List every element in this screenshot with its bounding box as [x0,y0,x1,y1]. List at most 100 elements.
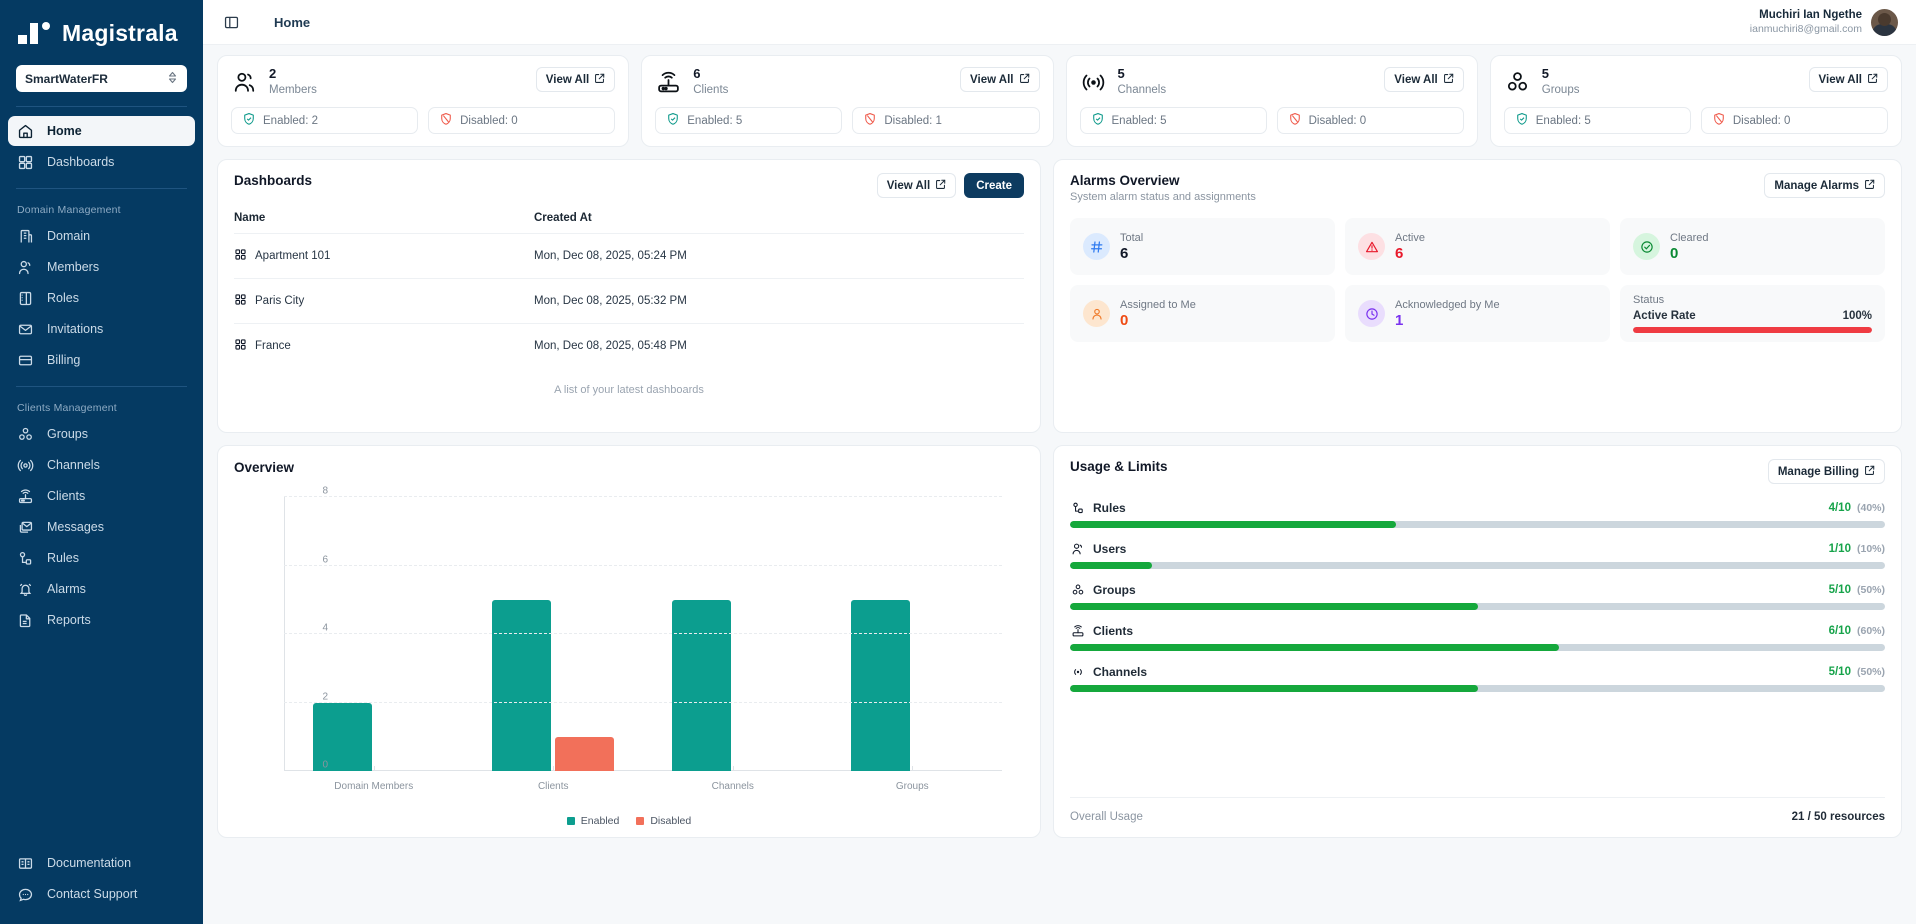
alarms-overview-panel: Alarms Overview System alarm status and … [1053,159,1902,434]
sidebar-item-channels[interactable]: Channels [8,450,195,480]
stat-text: 2 Members [269,66,317,96]
view-all-button[interactable]: View All [1808,67,1888,92]
shield-ban-icon [439,112,453,129]
sidebar-item-reports[interactable]: Reports [8,605,195,635]
disabled-label: Disabled: 1 [884,114,942,127]
rules-icon [17,550,34,567]
sidebar-item-home[interactable]: Home [8,116,195,146]
stat-label: Channels [1117,84,1167,97]
report-icon [17,612,34,629]
external-link-icon [1864,465,1875,479]
chart-bar[interactable] [555,737,615,772]
panel-title: Usage & Limits [1070,459,1168,475]
sidebar-item-domain[interactable]: Domain [8,221,195,251]
view-all-button[interactable]: View All [876,173,957,199]
alarm-label: Cleared [1670,231,1709,244]
sidebar-item-label: Alarms [47,582,86,596]
sidebar-item-documentation[interactable]: Documentation [8,848,195,878]
disabled-pill: Disabled: 1 [852,107,1040,135]
sidebar-item-alarms[interactable]: Alarms [8,574,195,604]
avatar[interactable] [1871,8,1898,36]
chart-bar[interactable] [671,600,731,772]
groups-icon [17,426,34,443]
create-dashboard-button[interactable]: Create [964,173,1024,199]
sidebar-item-messages[interactable]: Messages [8,512,195,542]
disabled-pill: Disabled: 0 [428,107,616,135]
sidebar-item-invitations[interactable]: Invitations [8,314,195,344]
sidebar-item-billing[interactable]: Billing [8,345,195,375]
usage-percent: (40%) [1856,501,1885,514]
table-footer-note: A list of your latest dashboards [554,384,704,397]
usage-row-users: Users 1/10 (10%) [1070,541,1885,570]
usage-progress-track [1070,603,1885,611]
alarm-boxes: Total 6 Active 6 [1054,203,1901,343]
panel-title: Overview [234,460,295,476]
warning-triangle-icon [1358,233,1385,261]
table-row[interactable]: France Mon, Dec 08, 2025, 05:48 PM [234,323,1024,368]
table-row[interactable]: Apartment 101 Mon, Dec 08, 2025, 05:24 P… [234,233,1024,278]
dashboards-icon [234,293,247,309]
sidebar-item-dashboards[interactable]: Dashboards [8,147,195,177]
view-all-button[interactable]: View All [1384,67,1464,92]
sidebar-item-label: Billing [47,353,81,367]
sidebar-item-label: Groups [47,427,88,441]
sidebar-spacer [0,636,203,847]
usage-row-top: Clients 6/10 (60%) [1070,623,1885,638]
groups-icon [1070,582,1085,597]
usage-values: 5/10 (50%) [1829,666,1885,678]
chart-gridline [284,633,1002,635]
usage-progress-track [1070,562,1885,570]
overview-chart-panel: Overview Domain Members Clients Channels Gr… [217,445,1041,839]
sidebar-item-roles[interactable]: Roles [8,283,195,313]
sidebar-item-clients[interactable]: Clients [8,481,195,511]
topbar-user[interactable]: Muchiri Ian Ngethe ianmuchiri8@gmail.com [1750,8,1898,36]
usage-label: Rules [1093,500,1126,515]
alarm-value: 6 [1395,244,1404,262]
messages-icon [17,519,34,536]
rules-icon [1070,500,1085,515]
chart-bar[interactable] [851,600,911,772]
enabled-pill: Enabled: 2 [231,107,419,135]
status-label: Active Rate [1633,310,1696,323]
external-link-icon [1864,179,1875,193]
panel-toggle-icon[interactable] [221,12,241,32]
chart-legend-item[interactable]: Enabled [566,815,619,827]
chart-legend-item[interactable]: Disabled [636,815,691,827]
alarm-label: Assigned to Me [1120,298,1196,311]
sidebar-item-label: Members [47,260,100,274]
breadcrumb[interactable]: Home [274,14,311,30]
view-all-button[interactable]: View All [535,67,616,92]
stat-card-channels: 5 Channels View All Enabled: 5 [1065,55,1478,148]
enabled-label: Enabled: 5 [1111,114,1167,127]
stat-count: 2 [269,66,277,81]
usage-row-clients: Clients 6/10 (60%) [1070,623,1885,652]
usage-limits-panel: Usage & Limits Manage Billing Rules [1053,445,1902,839]
sidebar-item-rules[interactable]: Rules [8,543,195,573]
sidebar-item-groups[interactable]: Groups [8,419,195,449]
chart-plot: Domain Members Clients Channels Groups 0 2 4 6… [284,486,1002,792]
chart-bar-group: Clients [464,497,644,792]
shield-check-icon [666,112,680,129]
chart-bar[interactable] [312,702,372,772]
usage-progress-track [1070,521,1885,529]
alarm-text: Acknowledged by Me 1 [1395,299,1500,329]
status-title: Status [1633,294,1665,307]
usage-percent: (10%) [1856,542,1885,555]
view-all-button[interactable]: View All [960,67,1040,92]
chart-bar[interactable] [492,600,552,772]
nav-primary: Home Dashboards [0,115,203,178]
router-icon [655,69,682,96]
view-all-label: View All [545,73,590,86]
chart-x-label: Clients [537,781,569,793]
chart-gridline [284,564,1002,566]
manage-alarms-button[interactable]: Manage Alarms [1764,173,1885,199]
domain-selector[interactable]: SmartWaterFR [16,65,187,92]
manage-billing-button[interactable]: Manage Billing [1767,459,1885,485]
usage-label: Groups [1093,582,1136,597]
sidebar-item-members[interactable]: Members [8,252,195,282]
sidebar-item-contact-support[interactable]: Contact Support [8,879,195,909]
manage-billing-label: Manage Billing [1777,465,1859,478]
check-circle-icon [1633,233,1660,261]
table-row[interactable]: Paris City Mon, Dec 08, 2025, 05:32 PM [234,278,1024,323]
stat-card-members: 2 Members View All Enabled: 2 [217,55,630,148]
